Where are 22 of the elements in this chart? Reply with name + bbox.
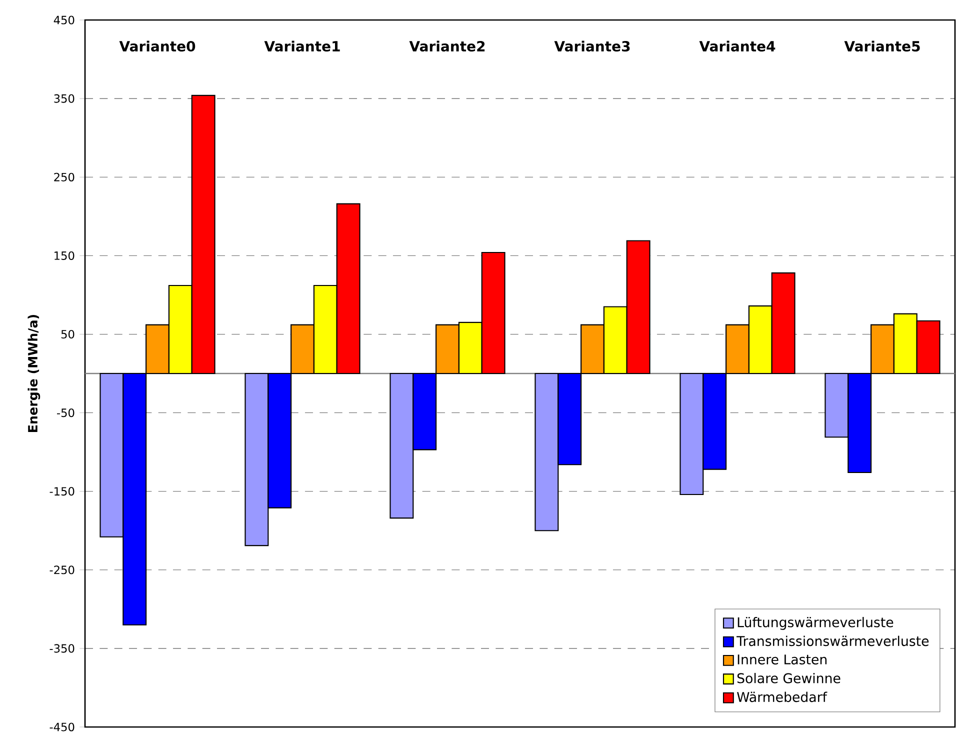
legend-label: Transmissionswärmeverluste [736, 636, 929, 646]
y-tick-label: 50 [61, 330, 74, 339]
x-tick-label: Variante3 [554, 40, 630, 52]
x-tick-label: Variante4 [699, 40, 776, 52]
y-tick-label: 150 [54, 252, 74, 260]
legend-label: Innere Lasten [738, 654, 827, 665]
y-axis-title: Energie (MWh/a) [28, 315, 40, 432]
legend-label: Lüftungswärmeverluste [738, 617, 894, 630]
y-tick-label: 450 [54, 16, 74, 24]
x-tick-label: Variante5 [844, 40, 920, 52]
legend-label: Solare Gewinne [737, 673, 840, 684]
y-tick-label: -350 [50, 644, 74, 653]
x-tick-label: Variante2 [409, 40, 485, 52]
y-tick-label: -150 [50, 487, 74, 496]
y-tick-label: 250 [54, 172, 74, 182]
y-tick-label: -50 [56, 408, 74, 418]
legend-label: Wärmebedarf [737, 692, 828, 702]
y-tick-label: -250 [50, 566, 74, 574]
x-tick-label: Variante0 [119, 40, 196, 52]
y-tick-label: 350 [54, 94, 74, 103]
x-tick-label: Variante1 [264, 40, 340, 52]
y-tick-label: -450 [50, 722, 74, 732]
